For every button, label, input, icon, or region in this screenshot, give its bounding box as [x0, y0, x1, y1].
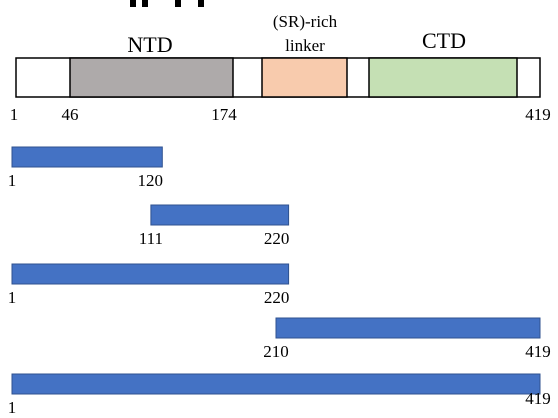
- linker-label-line2: linker: [285, 36, 325, 55]
- fragment-bar-2: [150, 204, 290, 226]
- fragment-4-end-label: 419: [525, 342, 551, 361]
- ctd-label: CTD: [422, 28, 466, 53]
- linker-domain-box: [261, 57, 348, 98]
- fragment-bar-1: [11, 146, 163, 168]
- fragment-1-start-label: 1: [8, 171, 17, 190]
- fragment-list: 1 120 111 220 1 220 210 419 1 419: [8, 146, 551, 417]
- ntd-domain-box: [69, 57, 234, 98]
- fragment-3-end-label: 220: [264, 288, 290, 307]
- fragment-2-end-label: 220: [264, 229, 290, 248]
- fragment-bar-4: [275, 317, 541, 339]
- fragment-1-end-label: 120: [138, 171, 164, 190]
- ntd-label: NTD: [127, 32, 172, 57]
- tick-ntd-start: 46: [62, 105, 79, 124]
- linker-label-line1: (SR)-rich: [273, 12, 338, 31]
- tick-start: 1: [10, 105, 19, 124]
- fragment-4-start-label: 210: [263, 342, 289, 361]
- fragment-3-start-label: 1: [8, 288, 17, 307]
- fragment-5-start-label: 1: [8, 398, 17, 417]
- ctd-domain-box: [368, 57, 518, 98]
- tick-ntd-end: 174: [211, 105, 237, 124]
- fragment-5-end-label: 419: [525, 389, 551, 408]
- fragment-bar-5: [11, 373, 541, 395]
- tick-end: 419: [525, 105, 551, 124]
- fragment-2-start-label: 111: [139, 229, 163, 248]
- clipped-title-fragment: [130, 0, 204, 7]
- fragment-bar-3: [11, 263, 290, 285]
